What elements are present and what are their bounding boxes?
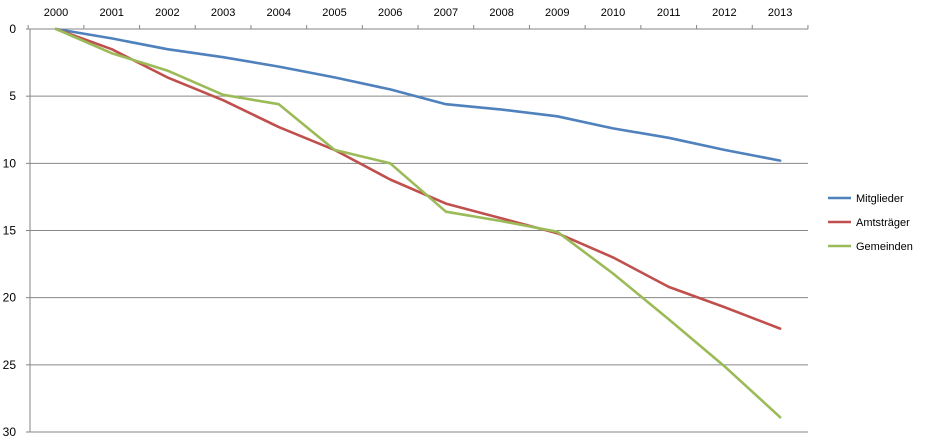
x-tick-label: 2013 (768, 7, 792, 19)
x-tick-label: 2001 (99, 7, 123, 19)
legend-label: Amtsträger (856, 217, 910, 229)
x-tick-label: 2011 (657, 7, 681, 19)
x-tick-label: 2009 (545, 7, 569, 19)
x-tick-label: 2010 (601, 7, 625, 19)
y-tick-label: 15 (3, 224, 17, 238)
series-line-gemeinden (54, 27, 782, 419)
x-tick-label: 2012 (712, 7, 736, 19)
x-tick-label: 2000 (44, 7, 68, 19)
series-lines (54, 27, 782, 419)
y-tick-label: 25 (3, 358, 17, 372)
series-line-mitglieder (54, 27, 782, 162)
y-tick-label: 0 (9, 22, 16, 36)
legend: Mitglieder Amtsträger Gemeinden (828, 193, 913, 253)
y-tick-label: 5 (9, 89, 16, 103)
legend-label: Mitglieder (856, 193, 904, 205)
y-tick-labels: 0 5 10 15 20 25 30 (3, 22, 17, 439)
gridlines (30, 95, 808, 433)
y-tick-label: 20 (3, 291, 17, 305)
x-tick-label: 2008 (489, 7, 513, 19)
x-tick-label: 2003 (211, 7, 235, 19)
y-tick-label: 30 (3, 425, 17, 439)
x-tick-label: 2002 (155, 7, 179, 19)
x-tick-label: 2006 (378, 7, 402, 19)
y-tick-label: 10 (3, 156, 17, 170)
x-tick-label: 2004 (267, 7, 291, 19)
series-line-amtsträger (54, 27, 782, 330)
legend-label: Gemeinden (856, 241, 913, 253)
x-tick-label: 2007 (434, 7, 458, 19)
x-tick-labels: 2000 2001 2002 2003 2004 2005 2006 2007 2008 2009… (44, 7, 793, 19)
x-tick-label: 2005 (322, 7, 346, 19)
axes (26, 25, 809, 433)
